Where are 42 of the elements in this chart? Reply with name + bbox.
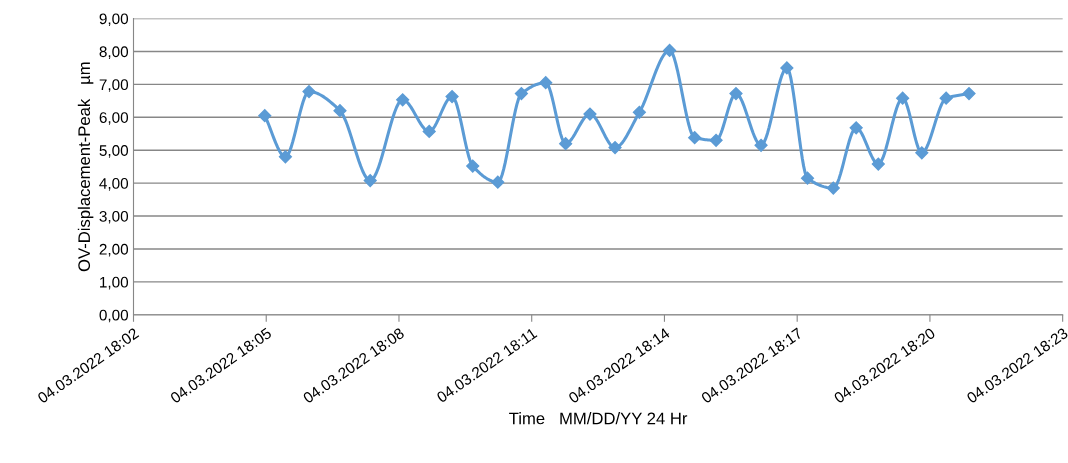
point (445, 89, 459, 104)
point (688, 131, 702, 145)
point (754, 138, 768, 152)
point (466, 159, 480, 173)
point (871, 157, 885, 171)
point (915, 146, 929, 160)
point (826, 181, 840, 195)
point (800, 171, 815, 185)
y-tick-label: 1,00 (100, 276, 129, 290)
y-tick-label: 0,00 (99, 309, 129, 323)
point (333, 104, 347, 118)
point (608, 140, 622, 155)
point (559, 137, 573, 151)
point (780, 61, 794, 75)
y-tick-label: 9,00 (99, 13, 129, 27)
point (849, 121, 863, 135)
point (363, 173, 377, 188)
point (422, 124, 436, 139)
point (302, 85, 316, 99)
point (396, 93, 410, 107)
y-tick-label: 7,00 (99, 79, 129, 92)
point (514, 87, 528, 101)
y-tick-label: 5,00 (99, 145, 129, 158)
y-tick-label: 2,00 (99, 243, 129, 257)
point (939, 91, 953, 105)
point (539, 76, 553, 90)
point (583, 107, 597, 121)
point (491, 175, 505, 189)
point (258, 109, 272, 123)
y-axis-title: OV-Displacement-Peak µm (77, 62, 94, 272)
point (729, 87, 743, 101)
y-tick-label: 4,00 (99, 178, 129, 191)
y-tick-label: 8,00 (99, 46, 129, 59)
point (962, 87, 976, 101)
point (632, 105, 646, 119)
x-axis-title: Time MM/DD/YY 24 Hr (509, 412, 688, 425)
point (896, 91, 910, 105)
y-tick-label: 6,00 (99, 112, 129, 125)
y-tick-label: 3,00 (99, 210, 129, 224)
point (278, 150, 292, 164)
point (709, 133, 723, 147)
point (663, 43, 677, 58)
